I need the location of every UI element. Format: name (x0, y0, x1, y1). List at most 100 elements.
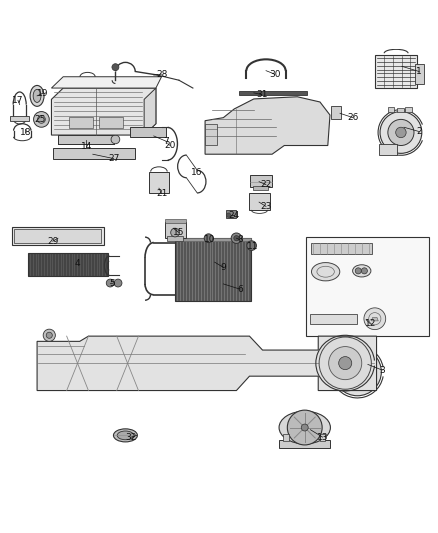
Ellipse shape (113, 429, 138, 442)
Text: 19: 19 (37, 89, 49, 98)
Ellipse shape (353, 265, 371, 277)
Bar (130, 127, 166, 137)
Text: 17: 17 (12, 96, 24, 105)
Bar (167, 236, 184, 241)
Text: 21: 21 (156, 189, 167, 198)
Circle shape (114, 279, 122, 287)
Bar (175, 238, 251, 301)
Bar (149, 172, 169, 193)
Circle shape (355, 268, 361, 274)
Text: 13: 13 (317, 433, 328, 442)
Text: 8: 8 (237, 235, 243, 244)
Ellipse shape (33, 90, 41, 102)
Bar (283, 434, 289, 441)
Bar (279, 440, 330, 448)
Circle shape (106, 279, 114, 287)
Circle shape (342, 357, 373, 387)
Bar (415, 64, 424, 84)
Circle shape (171, 228, 180, 237)
Circle shape (364, 308, 386, 329)
Polygon shape (205, 97, 330, 154)
Bar (12, 228, 104, 245)
Circle shape (43, 329, 55, 341)
Text: 22: 22 (260, 180, 272, 189)
Bar (58, 135, 114, 144)
Text: 16: 16 (191, 168, 202, 177)
Bar (249, 193, 270, 210)
Bar (311, 243, 372, 254)
Bar (375, 55, 417, 88)
Bar (58, 135, 114, 144)
Bar (14, 229, 102, 244)
Circle shape (361, 268, 367, 274)
Circle shape (112, 63, 119, 71)
Bar (10, 116, 29, 120)
Bar (396, 108, 404, 112)
Text: 10: 10 (204, 235, 215, 244)
Circle shape (226, 213, 231, 217)
Circle shape (319, 337, 371, 389)
Bar (239, 91, 307, 94)
Text: 32: 32 (125, 433, 137, 442)
Text: 20: 20 (165, 141, 176, 150)
Circle shape (388, 119, 414, 146)
Text: 12: 12 (365, 319, 376, 328)
Circle shape (301, 424, 308, 431)
Circle shape (46, 332, 52, 338)
Bar (343, 345, 352, 350)
Bar (320, 434, 325, 441)
Bar (99, 117, 123, 128)
Bar (165, 222, 186, 238)
Circle shape (38, 116, 46, 123)
Text: 7: 7 (163, 136, 169, 146)
Ellipse shape (311, 263, 340, 281)
Text: 14: 14 (81, 142, 92, 151)
Polygon shape (371, 318, 378, 321)
Text: 11: 11 (247, 243, 259, 252)
Text: 24: 24 (229, 211, 240, 220)
Bar (253, 186, 268, 190)
Circle shape (287, 410, 322, 445)
Bar (226, 210, 237, 218)
Circle shape (204, 234, 213, 243)
Bar (165, 219, 186, 223)
Text: 31: 31 (256, 90, 268, 99)
Bar (405, 107, 412, 112)
Text: 3: 3 (379, 366, 385, 375)
Bar (28, 254, 108, 276)
Bar (69, 117, 93, 128)
Text: 18: 18 (20, 128, 31, 137)
Bar (251, 175, 272, 187)
Bar (311, 314, 357, 324)
Bar (331, 107, 341, 118)
Text: 6: 6 (237, 285, 243, 294)
Bar (388, 107, 394, 112)
Ellipse shape (279, 411, 330, 444)
Polygon shape (51, 88, 156, 135)
Text: 1: 1 (417, 67, 422, 76)
Bar (306, 237, 429, 336)
Text: 29: 29 (47, 237, 58, 246)
Ellipse shape (117, 431, 134, 440)
Polygon shape (37, 336, 377, 391)
Text: 9: 9 (220, 263, 226, 272)
Bar (205, 124, 217, 144)
Text: 2: 2 (417, 127, 422, 136)
Circle shape (339, 357, 352, 370)
Text: 15: 15 (173, 228, 185, 237)
Circle shape (328, 346, 362, 379)
Circle shape (231, 233, 242, 244)
Circle shape (333, 348, 381, 396)
Circle shape (247, 241, 256, 251)
Circle shape (380, 111, 422, 154)
Text: 25: 25 (34, 115, 46, 124)
Bar (379, 144, 396, 155)
Bar (53, 148, 134, 158)
Text: 28: 28 (156, 70, 167, 79)
Circle shape (34, 111, 49, 127)
Polygon shape (51, 77, 162, 88)
Bar (175, 238, 251, 241)
Text: 4: 4 (75, 259, 80, 268)
Ellipse shape (111, 135, 120, 144)
Ellipse shape (30, 85, 44, 107)
